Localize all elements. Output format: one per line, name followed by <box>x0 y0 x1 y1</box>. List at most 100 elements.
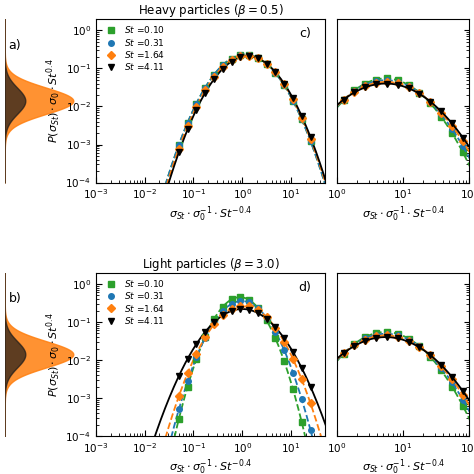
$St$ =4.11 <box>308 384 313 390</box>
$St$ =4.11 <box>228 308 234 314</box>
$St$ =4.11 <box>211 76 217 82</box>
$St$ =1.64 <box>176 146 182 152</box>
$St$ =1.64 <box>299 115 305 120</box>
Line: $St$ =1.64: $St$ =1.64 <box>176 53 313 151</box>
$St$ =0.31 <box>290 98 296 103</box>
$St$ =1.64 <box>185 123 191 129</box>
$St$ =0.10 <box>290 98 296 103</box>
Text: b): b) <box>9 292 21 305</box>
$St$ =0.10 <box>211 316 217 322</box>
$St$ =0.10 <box>237 294 243 300</box>
$St$ =0.10 <box>290 386 296 392</box>
$St$ =0.10 <box>282 358 287 364</box>
$St$ =0.31 <box>228 301 234 307</box>
$St$ =0.31 <box>264 315 269 321</box>
$St$ =1.64 <box>237 303 243 309</box>
$St$ =0.10 <box>193 100 199 106</box>
$St$ =0.31 <box>202 335 208 341</box>
$St$ =0.31 <box>290 370 296 375</box>
$St$ =0.31 <box>193 355 199 360</box>
$St$ =1.64 <box>273 70 278 75</box>
$St$ =1.64 <box>220 312 226 318</box>
$St$ =1.64 <box>193 104 199 109</box>
Y-axis label: $P(\sigma_{St}) \cdot \sigma_0 \cdot St^{0.4}$: $P(\sigma_{St}) \cdot \sigma_0 \cdot St^… <box>45 312 63 397</box>
$St$ =0.10 <box>255 55 261 61</box>
$St$ =1.64 <box>282 339 287 345</box>
Text: a): a) <box>9 38 21 52</box>
$St$ =0.10 <box>202 85 208 91</box>
$St$ =0.31 <box>237 52 243 58</box>
$St$ =1.64 <box>237 54 243 59</box>
$St$ =0.10 <box>255 305 261 310</box>
$St$ =1.64 <box>282 82 287 87</box>
$St$ =4.11 <box>299 365 305 371</box>
Legend: $St$ =0.10, $St$ =0.31, $St$ =1.64, $St$ =4.11: $St$ =0.10, $St$ =0.31, $St$ =1.64, $St$… <box>99 22 168 75</box>
$St$ =0.31 <box>264 61 269 67</box>
$St$ =0.10 <box>176 142 182 148</box>
$St$ =0.10 <box>185 383 191 389</box>
Line: $St$ =4.11: $St$ =4.11 <box>176 306 313 390</box>
$St$ =0.10 <box>237 52 243 58</box>
$St$ =1.64 <box>193 351 199 356</box>
$St$ =0.10 <box>193 356 199 362</box>
$St$ =0.10 <box>228 297 234 302</box>
$St$ =0.31 <box>193 100 199 106</box>
$St$ =4.11 <box>246 307 252 313</box>
$St$ =0.31 <box>185 120 191 126</box>
$St$ =1.64 <box>228 57 234 63</box>
$St$ =1.64 <box>211 74 217 80</box>
$St$ =1.64 <box>264 314 269 320</box>
$St$ =0.31 <box>308 138 313 144</box>
$St$ =0.31 <box>246 52 252 58</box>
$St$ =4.11 <box>282 336 287 341</box>
$St$ =1.64 <box>176 393 182 399</box>
Line: $St$ =0.10: $St$ =0.10 <box>176 294 304 425</box>
Text: c): c) <box>300 27 311 40</box>
$St$ =0.31 <box>255 55 261 61</box>
$St$ =4.11 <box>185 356 191 362</box>
$St$ =4.11 <box>273 325 278 330</box>
$St$ =0.10 <box>246 52 252 58</box>
$St$ =4.11 <box>264 316 269 322</box>
$St$ =0.31 <box>220 308 226 314</box>
$St$ =0.31 <box>255 305 261 311</box>
$St$ =1.64 <box>264 61 269 66</box>
Text: d): d) <box>299 281 311 294</box>
$St$ =0.10 <box>299 117 305 122</box>
$St$ =4.11 <box>264 61 269 66</box>
$St$ =4.11 <box>176 373 182 379</box>
$St$ =0.10 <box>273 70 278 76</box>
$St$ =1.64 <box>308 401 313 406</box>
$St$ =4.11 <box>255 310 261 316</box>
Y-axis label: $P(\sigma_{St}) \cdot \sigma_0 \cdot St^{0.4}$: $P(\sigma_{St}) \cdot \sigma_0 \cdot St^… <box>45 58 63 143</box>
Title: Light particles ($\beta = 3.0$): Light particles ($\beta = 3.0$) <box>142 255 280 273</box>
$St$ =4.11 <box>237 306 243 312</box>
$St$ =0.31 <box>299 117 305 122</box>
Legend: $St$ =0.10, $St$ =0.31, $St$ =1.64, $St$ =4.11: $St$ =0.10, $St$ =0.31, $St$ =1.64, $St$… <box>99 275 168 328</box>
$St$ =4.11 <box>273 69 278 75</box>
$St$ =0.10 <box>273 336 278 341</box>
$St$ =1.64 <box>273 325 278 331</box>
$St$ =4.11 <box>299 113 305 119</box>
Line: $St$ =4.11: $St$ =4.11 <box>176 54 313 155</box>
$St$ =4.11 <box>193 107 199 112</box>
$St$ =4.11 <box>202 329 208 335</box>
$St$ =0.10 <box>185 120 191 126</box>
$St$ =0.10 <box>299 419 305 425</box>
$St$ =0.10 <box>282 82 287 88</box>
$St$ =0.31 <box>220 62 226 68</box>
$St$ =1.64 <box>228 306 234 311</box>
$St$ =1.64 <box>211 322 217 328</box>
$St$ =4.11 <box>202 90 208 96</box>
$St$ =0.10 <box>228 56 234 62</box>
Line: $St$ =1.64: $St$ =1.64 <box>176 303 313 406</box>
$St$ =4.11 <box>237 55 243 60</box>
$St$ =4.11 <box>290 95 296 101</box>
$St$ =4.11 <box>211 319 217 325</box>
$St$ =1.64 <box>255 307 261 313</box>
$St$ =0.31 <box>237 298 243 304</box>
X-axis label: $\sigma_{St} \cdot \sigma_0^{-1} \cdot St^{-0.4}$: $\sigma_{St} \cdot \sigma_0^{-1} \cdot S… <box>169 204 252 224</box>
$St$ =1.64 <box>185 370 191 376</box>
$St$ =0.31 <box>282 347 287 353</box>
X-axis label: $\sigma_{St} \cdot \sigma_0^{-1} \cdot St^{-0.4}$: $\sigma_{St} \cdot \sigma_0^{-1} \cdot S… <box>169 457 252 474</box>
